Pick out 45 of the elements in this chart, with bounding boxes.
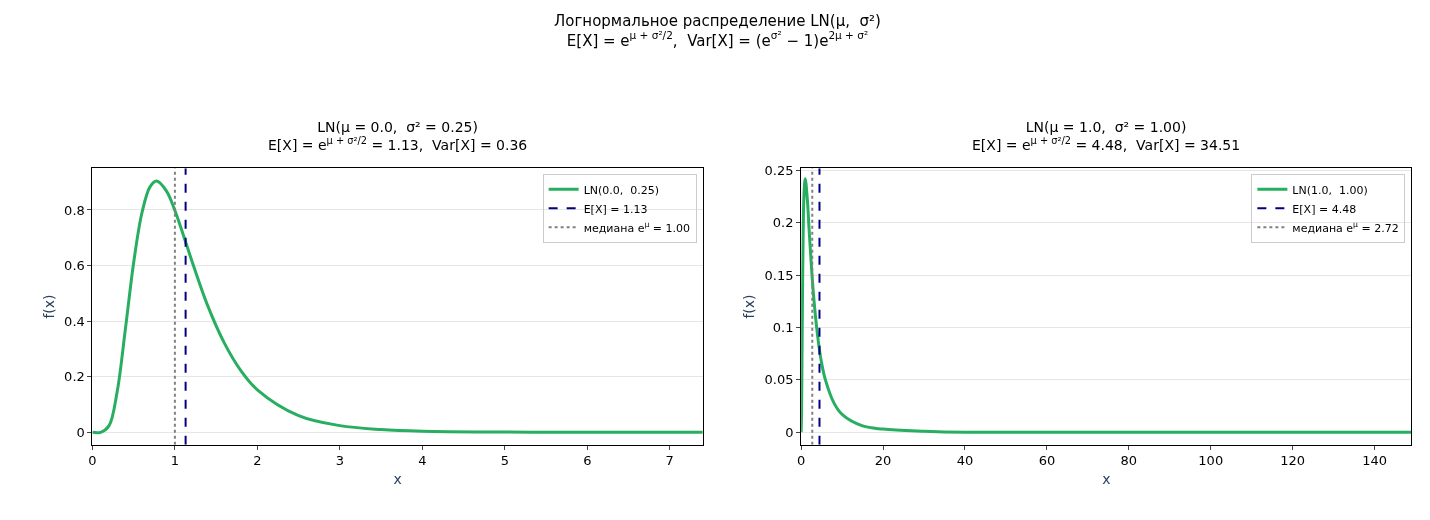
y-tick-label: 0.8 [64, 202, 85, 218]
legend-label: медиана e$^{μ}$ = 1.00 [583, 219, 691, 235]
x-tick-label: 1 [170, 453, 180, 469]
chart-subtitle: E[X] = e$^{μ + σ²/2}$ = 4.48, Var[X] = 34.51 [972, 135, 1241, 154]
y-tick-label: 0.2 [64, 369, 85, 385]
y-tick-label: 0.15 [764, 267, 794, 283]
y-tick-label: 0 [76, 424, 85, 440]
x-tick-label: 100 [1198, 453, 1224, 469]
x-tick-label: 0 [796, 453, 806, 469]
x-axis-title: x [393, 470, 402, 487]
legend-label: E[X] = 1.13 [583, 202, 648, 216]
x-tick-label: 4 [418, 453, 427, 469]
y-axis-title: f(x) [40, 294, 57, 319]
x-tick-label: 2 [253, 453, 262, 469]
x-tick-label: 40 [956, 453, 974, 469]
x-tick-label: 7 [665, 453, 674, 469]
x-tick-label: 3 [335, 453, 344, 469]
x-tick-label: 20 [874, 453, 892, 469]
text: E[X] = e$^{μ + σ²/2}$, Var[X] = (e$^{σ²}$ − 1)e$^{2μ + σ²}$ [566, 29, 869, 50]
legend-label: E[X] = 4.48 [1292, 202, 1357, 216]
y-axis-title: f(x) [741, 294, 758, 319]
x-tick-label: 6 [583, 453, 592, 469]
chart-subtitle: E[X] = e$^{μ + σ²/2}$ = 1.13, Var[X] = 0.36 [268, 135, 528, 154]
text: Логнормальное распределение LN(μ, σ²) [554, 12, 881, 30]
y-tick-label: 0.4 [64, 313, 85, 329]
y-tick-label: 0.1 [772, 320, 794, 336]
legend-label: LN(0.0, 0.25) [583, 183, 660, 197]
y-tick-label: 0.2 [772, 215, 794, 231]
legend-label: медиана e$^{μ}$ = 2.72 [1292, 219, 1399, 235]
x-tick-label: 5 [500, 453, 509, 469]
chart-title: LN(μ = 0.0, σ² = 0.25) [317, 119, 478, 135]
x-tick-label: 140 [1362, 453, 1388, 469]
y-tick-label: 0 [785, 424, 794, 440]
y-tick-label: 0.25 [764, 162, 794, 178]
y-tick-label: 0.05 [764, 372, 794, 388]
x-tick-label: 120 [1280, 453, 1306, 469]
line-series [801, 177, 1412, 434]
x-axis-title: x [1102, 470, 1111, 487]
line-series [92, 179, 703, 434]
x-tick-label: 80 [1120, 453, 1138, 469]
legend-label: LN(1.0, 1.00) [1292, 183, 1368, 197]
x-tick-label: 0 [88, 453, 97, 469]
y-tick-label: 0.6 [64, 258, 85, 274]
chart-title: LN(μ = 1.0, σ² = 1.00) [1025, 119, 1187, 135]
x-tick-label: 60 [1038, 453, 1056, 469]
